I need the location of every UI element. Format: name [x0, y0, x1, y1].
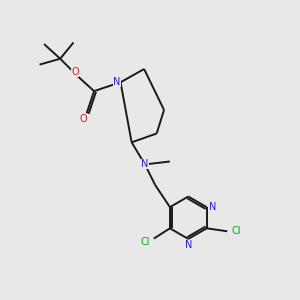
Text: Cl: Cl — [231, 226, 241, 236]
Text: N: N — [113, 77, 121, 87]
Text: N: N — [184, 240, 192, 250]
Text: Cl: Cl — [140, 237, 150, 247]
Text: N: N — [209, 202, 217, 212]
Text: N: N — [141, 159, 148, 170]
Text: O: O — [71, 67, 79, 77]
Text: O: O — [80, 114, 88, 124]
